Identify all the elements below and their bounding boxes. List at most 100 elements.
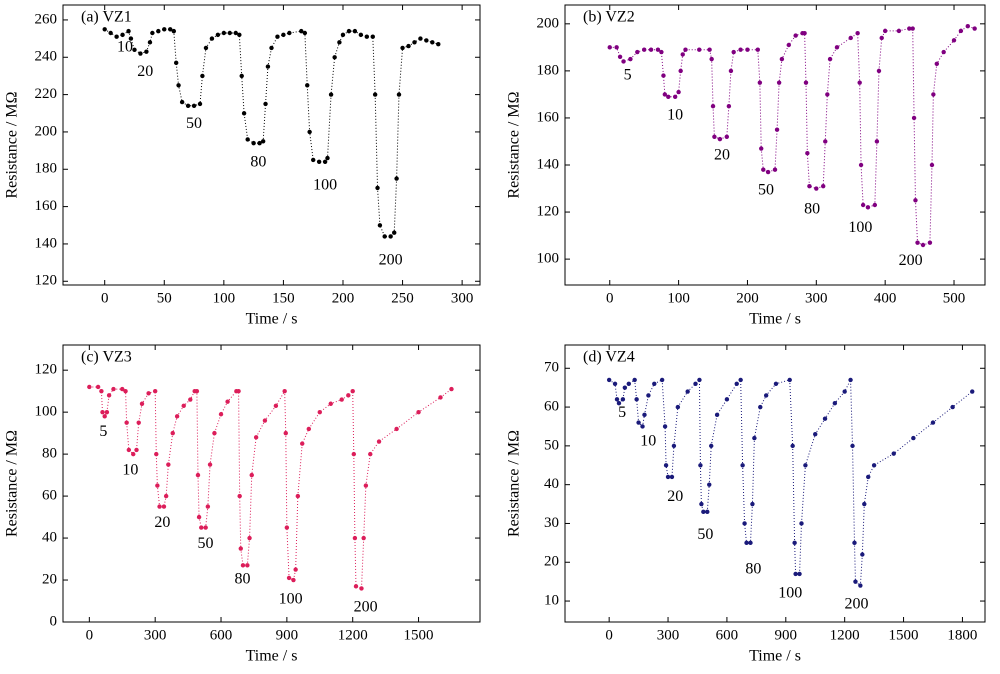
data-point: [203, 525, 208, 530]
x-tick-label: 150: [272, 290, 295, 306]
data-point: [194, 388, 200, 394]
x-tick-label: 1800: [947, 627, 977, 643]
panel: 0 300 600 900 1200 1500 1800 10 20 30 40 50 60 70 5 10 2…: [506, 344, 986, 665]
data-point: [807, 183, 812, 189]
data-point: [612, 381, 618, 386]
data-point: [245, 563, 250, 568]
series-line: [608, 378, 973, 587]
panel-title: (a) VZ1: [81, 9, 132, 26]
panel-title: (b) VZ2: [583, 9, 635, 26]
data-point: [802, 31, 807, 36]
data-point: [712, 134, 717, 139]
y-tick-label: 100: [537, 251, 560, 267]
y-tick-label: 160: [537, 109, 560, 125]
data-point: [636, 420, 641, 425]
data-point: [606, 377, 612, 383]
data-point: [731, 49, 736, 55]
data-point: [911, 435, 916, 441]
plot-frame: [62, 4, 481, 286]
data-point: [128, 36, 134, 41]
data-point: [709, 443, 714, 449]
data-point: [350, 388, 355, 394]
data-point: [793, 33, 798, 38]
data-point: [173, 60, 179, 66]
data-point: [640, 424, 645, 429]
data-point: [662, 424, 668, 429]
data-point: [139, 401, 145, 406]
data-point: [162, 27, 167, 32]
data-point: [253, 435, 259, 440]
data-point: [707, 482, 712, 487]
data-point: [300, 441, 305, 446]
data-point: [714, 412, 720, 418]
data-point: [95, 384, 101, 390]
data-point: [163, 493, 169, 499]
data-point: [724, 397, 730, 402]
data-point: [852, 540, 857, 546]
data-point: [693, 381, 698, 386]
data-point: [661, 73, 666, 78]
data-point: [359, 586, 364, 591]
data-point: [672, 94, 678, 99]
data-point: [438, 395, 443, 400]
panel: 0 300 600 900 1200 1500 0 20 40 60 80 100 120 5 10 20 50…: [4, 344, 481, 665]
data-point: [311, 157, 316, 163]
data-point: [340, 32, 346, 38]
annotation: 5: [618, 404, 626, 421]
data-point: [717, 136, 723, 142]
data-point: [634, 397, 639, 402]
y-tick-label: 50: [544, 437, 559, 453]
data-point: [972, 26, 977, 31]
data-point: [138, 51, 143, 56]
data-point: [351, 451, 357, 457]
data-point: [820, 183, 826, 189]
data-point: [738, 377, 743, 383]
annotation: 200: [354, 599, 378, 616]
data-point: [655, 47, 661, 52]
data-point: [203, 45, 209, 51]
data-point: [813, 432, 818, 437]
data-point: [776, 80, 782, 85]
annotation: 50: [197, 535, 213, 552]
data-point: [124, 420, 129, 425]
data-point: [375, 185, 380, 191]
annotation: 10: [667, 106, 683, 123]
data-point: [322, 159, 328, 164]
plot-frame: [62, 344, 481, 623]
data-point: [291, 577, 296, 583]
data-point: [196, 514, 202, 520]
data-point: [698, 463, 703, 468]
data-point: [970, 389, 975, 394]
y-tick-label: 240: [35, 49, 58, 65]
y-tick-label: 30: [544, 515, 559, 531]
data-point: [106, 393, 112, 398]
y-tick-label: 120: [35, 362, 58, 378]
data-point: [825, 92, 830, 97]
y-tick-label: 140: [35, 235, 58, 251]
data-point: [174, 414, 180, 419]
data-point: [144, 49, 149, 54]
data-point: [233, 30, 238, 36]
data-point: [734, 381, 739, 386]
data-point: [755, 47, 760, 52]
data-point: [377, 223, 383, 228]
data-point: [126, 447, 132, 453]
annotation: 50: [758, 182, 774, 199]
data-point: [710, 103, 716, 109]
annotation: 20: [154, 514, 170, 531]
data-point: [282, 388, 287, 394]
data-point: [191, 103, 197, 109]
x-tick-label: 0: [101, 290, 109, 306]
data-point: [247, 535, 252, 541]
data-point: [87, 384, 92, 390]
data-point: [738, 47, 743, 52]
data-point: [120, 32, 125, 38]
x-tick-label: 400: [874, 290, 897, 306]
data-point: [724, 134, 730, 139]
data-point: [675, 404, 681, 410]
data-point: [353, 584, 359, 589]
data-point: [166, 462, 171, 467]
x-tick-label: 200: [332, 290, 355, 306]
data-point: [181, 403, 186, 409]
